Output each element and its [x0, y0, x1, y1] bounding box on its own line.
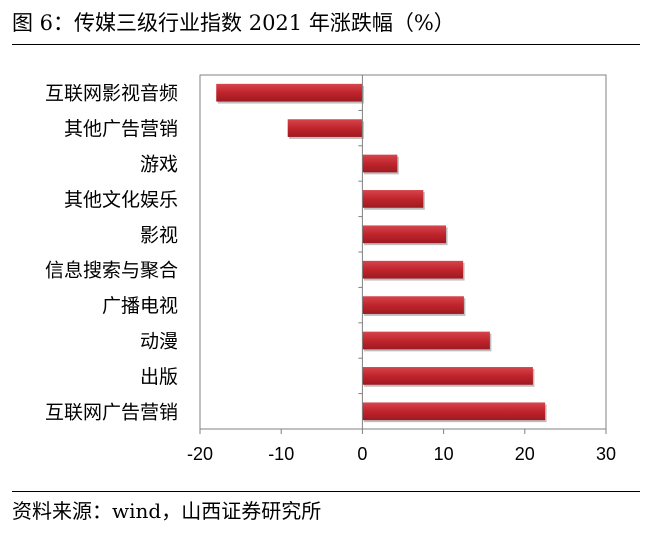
bar-9	[362, 402, 546, 421]
category-label: 互联网影视音频	[45, 83, 178, 105]
y-axis	[358, 74, 363, 430]
bar-5	[362, 260, 464, 279]
x-tick-label: 10	[434, 444, 454, 464]
figure-title: 图 6：传媒三级行业指数 2021 年涨跌幅（%）	[12, 11, 455, 35]
bars-group	[216, 83, 547, 423]
plot-frame	[199, 74, 607, 430]
title-divider	[12, 44, 640, 45]
category-label: 其他广告营销	[64, 118, 178, 140]
bar-4	[362, 225, 447, 244]
category-label: 出版	[140, 366, 178, 388]
bar-3	[362, 190, 424, 208]
category-label: 影视	[140, 224, 178, 246]
bar-8	[362, 367, 533, 385]
bar-0	[216, 83, 363, 102]
category-label: 信息搜索与聚合	[45, 260, 178, 282]
category-label: 互联网广告营销	[45, 401, 178, 423]
bar-2	[362, 154, 398, 173]
category-label: 动漫	[140, 331, 178, 353]
source-note: 资料来源：wind，山西证券研究所	[12, 499, 322, 523]
source-divider	[12, 491, 640, 492]
x-tick-label: -20	[187, 444, 213, 464]
x-tick-label: 0	[357, 444, 367, 464]
bar-1	[287, 119, 363, 137]
category-label: 广播电视	[102, 295, 178, 317]
x-tick-label: -10	[268, 444, 294, 464]
category-label: 其他文化娱乐	[64, 189, 178, 211]
bar-6	[362, 296, 464, 314]
bar-7	[362, 331, 490, 350]
x-axis: -20 -10 0 10 20 30	[187, 429, 616, 464]
category-label: 游戏	[140, 154, 178, 176]
x-tick-label: 30	[596, 444, 616, 464]
x-tick-label: 20	[515, 444, 535, 464]
category-labels: 互联网影视音频其他广告营销游戏其他文化娱乐影视信息搜索与聚合广播电视动漫出版互联…	[45, 83, 178, 424]
